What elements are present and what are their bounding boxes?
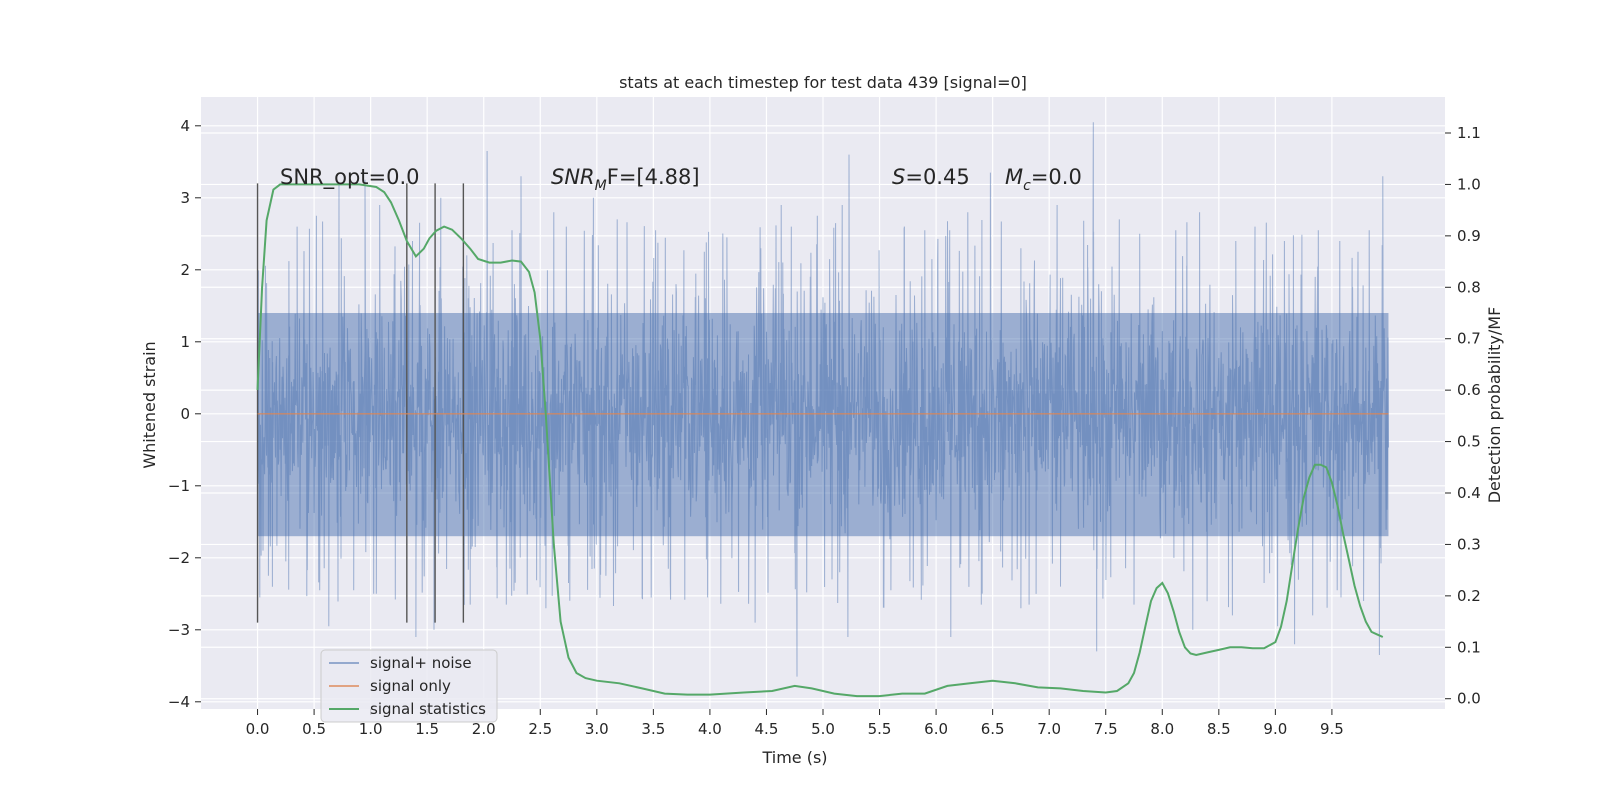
- y-tick-label: 4: [180, 117, 190, 135]
- legend-label-signal-noise: signal+ noise: [370, 654, 472, 672]
- s-value: =0.45: [905, 165, 969, 189]
- y-tick-label: 2: [180, 261, 190, 279]
- x-tick-label: 4.5: [755, 720, 779, 738]
- right-tick-label: 0.3: [1457, 535, 1481, 553]
- x-tick-label: 1.0: [359, 720, 383, 738]
- y-tick-label: 0: [180, 405, 190, 423]
- right-tick-label: 0.8: [1457, 278, 1481, 296]
- right-axis-label: Detection probability/MF: [1485, 307, 1504, 504]
- x-tick-label: 2.0: [472, 720, 496, 738]
- y-axis-ticks: −4 −3 −2 −1 0 1 2 3 4: [168, 117, 201, 711]
- series-signal-noise: [257, 122, 1389, 677]
- x-tick-label: 2.5: [528, 720, 552, 738]
- snr-mf-rest: F=[4.88]: [607, 165, 700, 189]
- right-tick-label: 0.1: [1457, 638, 1481, 656]
- x-tick-label: 6.0: [924, 720, 948, 738]
- x-axis-ticks: 0.0 0.5 1.0 1.5 2.0 2.5 3.0 3.5 4.0 4.5 5.0 5.5 6.0 6…: [246, 709, 1344, 738]
- x-tick-label: 3.0: [585, 720, 609, 738]
- mc-value: =0.0: [1031, 165, 1082, 189]
- chart-title: stats at each timestep for test data 439…: [619, 73, 1027, 92]
- x-axis-label: Time (s): [761, 748, 827, 767]
- mc-base: M: [1005, 165, 1023, 189]
- y-axis-label: Whitened strain: [140, 341, 159, 468]
- x-tick-label: 0.5: [302, 720, 326, 738]
- snr-mf-sub: M: [595, 178, 607, 194]
- legend-box: [320, 649, 498, 723]
- snr-mf-annotation: SNRMF=[4.88]: [551, 165, 700, 194]
- signal-statistics-line: [256, 183, 1384, 698]
- legend: signal+ noise signal only signal statist…: [320, 649, 498, 723]
- right-tick-label: 0.6: [1457, 381, 1481, 399]
- noise-core-band: [257, 313, 1389, 537]
- y-tick-label: −3: [168, 621, 190, 639]
- x-tick-label: 7.5: [1094, 720, 1118, 738]
- legend-label-signal-only: signal only: [370, 677, 451, 695]
- x-tick-label: 1.5: [415, 720, 439, 738]
- snr-opt-annotation: SNR_opt=0.0: [280, 165, 420, 190]
- right-tick-label: 0.7: [1457, 330, 1481, 348]
- y-tick-label: 3: [180, 189, 190, 207]
- right-tick-label: 0.9: [1457, 227, 1481, 245]
- snr-mf-base: SNR: [551, 165, 595, 189]
- x-tick-label: 7.0: [1037, 720, 1061, 738]
- right-axis-ticks: 0.0 0.1 0.2 0.3 0.4 0.5 0.6 0.7 0.8 0.9 1.0 1.1: [1445, 124, 1481, 708]
- x-tick-label: 0.0: [246, 720, 270, 738]
- x-tick-label: 9.5: [1320, 720, 1344, 738]
- x-tick-label: 8.0: [1150, 720, 1174, 738]
- vertical-markers: [256, 183, 465, 623]
- y-tick-label: −4: [168, 693, 190, 711]
- x-tick-label: 5.5: [868, 720, 892, 738]
- right-tick-label: 1.1: [1457, 124, 1481, 142]
- s-label: S: [892, 165, 905, 189]
- y-tick-label: −2: [168, 549, 190, 567]
- x-tick-label: 8.5: [1207, 720, 1231, 738]
- right-tick-label: 1.0: [1457, 175, 1481, 193]
- s-annotation: S=0.45: [892, 165, 970, 189]
- y-tick-label: −1: [168, 477, 190, 495]
- x-tick-label: 6.5: [981, 720, 1005, 738]
- x-tick-label: 9.0: [1263, 720, 1287, 738]
- y-tick-label: 1: [180, 333, 190, 351]
- right-tick-label: 0.4: [1457, 484, 1481, 502]
- mc-annotation: Mc=0.0: [1005, 165, 1082, 194]
- series-signal-statistics: [256, 183, 1384, 698]
- mc-sub: c: [1023, 178, 1031, 194]
- right-tick-label: 0.5: [1457, 433, 1481, 451]
- legend-label-signal-statistics: signal statistics: [370, 700, 486, 718]
- x-tick-label: 3.5: [641, 720, 665, 738]
- right-tick-label: 0.0: [1457, 690, 1481, 708]
- x-tick-label: 5.0: [811, 720, 835, 738]
- x-tick-label: 4.0: [698, 720, 722, 738]
- right-tick-label: 0.2: [1457, 587, 1481, 605]
